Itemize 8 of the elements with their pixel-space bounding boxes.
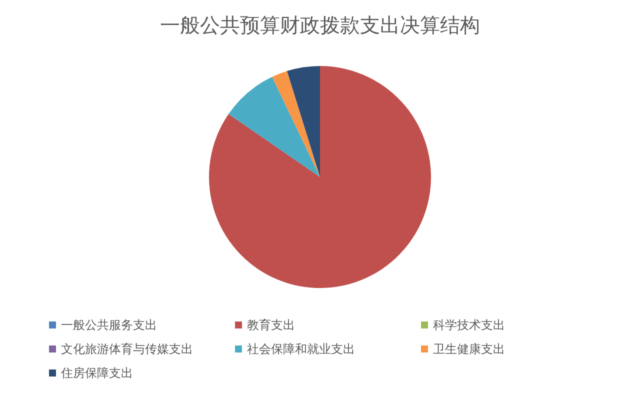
legend-label: 社会保障和就业支出 — [247, 342, 355, 356]
legend-label: 住房保障支出 — [60, 366, 133, 380]
chart-title: 一般公共预算财政拨款支出决算结构 — [160, 13, 480, 37]
legend-label: 文化旅游体育与传媒支出 — [61, 342, 193, 356]
legend-label: 教育支出 — [247, 318, 295, 332]
legend-label: 科学技术支出 — [433, 318, 505, 332]
legend-label: 一般公共服务支出 — [61, 318, 157, 332]
legend-label: 卫生健康支出 — [433, 342, 505, 356]
